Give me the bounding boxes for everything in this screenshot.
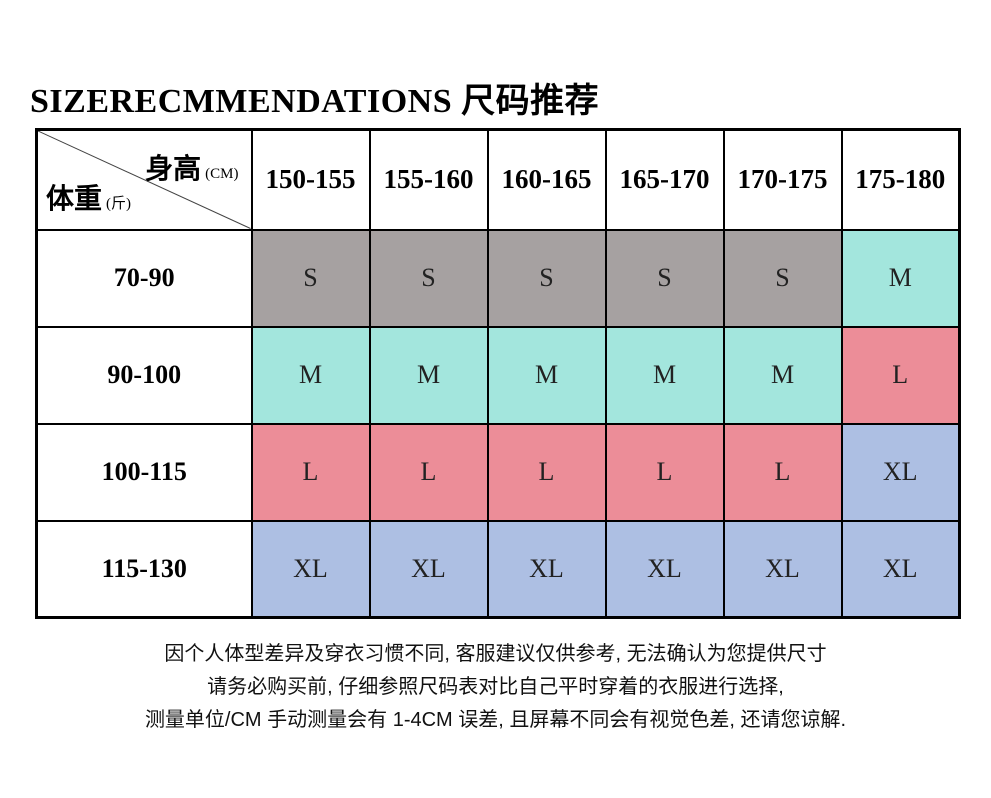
height-range-header: 170-175: [722, 128, 843, 231]
size-cell: XL: [368, 519, 489, 619]
weight-range-label: 115-130: [35, 519, 253, 619]
size-cell: L: [604, 422, 725, 522]
size-cell: XL: [840, 422, 961, 522]
corner-cell: 身高 (CM) 体重 (斤): [35, 128, 253, 231]
size-cell: XL: [604, 519, 725, 619]
height-range-header: 165-170: [604, 128, 725, 231]
size-cell: M: [250, 325, 371, 425]
table-row: 100-115 L L L L L XL: [35, 422, 961, 522]
diagonal-divider: [38, 131, 251, 229]
height-range-header: 160-165: [486, 128, 607, 231]
size-cell: S: [604, 228, 725, 328]
table-row: 115-130 XL XL XL XL XL XL: [35, 519, 961, 619]
size-cell: M: [604, 325, 725, 425]
weight-range-label: 100-115: [35, 422, 253, 522]
size-cell: XL: [250, 519, 371, 619]
size-cell: S: [250, 228, 371, 328]
size-cell: M: [486, 325, 607, 425]
weight-axis-label: 体重 (斤): [46, 183, 132, 215]
disclaimer-line: 因个人体型差异及穿衣习惯不同, 客服建议仅供参考, 无法确认为您提供尺寸: [164, 643, 827, 665]
disclaimer-line: 测量单位/CM 手动测量会有 1-4CM 误差, 且屏幕不同会有视觉色差, 还请…: [144, 709, 847, 731]
size-cell: L: [368, 422, 489, 522]
disclaimer-text: 因个人体型差异及穿衣习惯不同, 客服建议仅供参考, 无法确认为您提供尺寸 请务必…: [0, 638, 991, 737]
size-cell: L: [486, 422, 607, 522]
size-cell: M: [722, 325, 843, 425]
size-cell: XL: [722, 519, 843, 619]
height-range-header: 175-180: [840, 128, 961, 231]
size-cell: L: [840, 325, 961, 425]
size-cell: M: [840, 228, 961, 328]
size-cell: XL: [486, 519, 607, 619]
size-cell: XL: [840, 519, 961, 619]
size-cell: S: [486, 228, 607, 328]
disclaimer-line: 请务必购买前, 仔细参照尺码表对比自己平时穿着的衣服进行选择,: [207, 676, 784, 698]
page-title: SIZERECMMENDATIONS 尺码推荐: [30, 82, 600, 120]
height-range-header: 155-160: [368, 128, 489, 231]
size-chart-table: 身高 (CM) 体重 (斤) 150-155 155-160 160-165 1…: [35, 128, 961, 619]
height-range-header: 150-155: [250, 128, 371, 231]
size-cell: M: [368, 325, 489, 425]
size-cell: L: [250, 422, 371, 522]
weight-range-label: 90-100: [35, 325, 253, 425]
header-row: 身高 (CM) 体重 (斤) 150-155 155-160 160-165 1…: [35, 128, 961, 231]
size-cell: S: [722, 228, 843, 328]
size-cell: S: [368, 228, 489, 328]
weight-range-label: 70-90: [35, 228, 253, 328]
height-axis-label: 身高 (CM): [145, 154, 239, 185]
table-row: 90-100 M M M M M L: [35, 325, 961, 425]
table-row: 70-90 S S S S S M: [35, 228, 961, 328]
size-cell: L: [722, 422, 843, 522]
